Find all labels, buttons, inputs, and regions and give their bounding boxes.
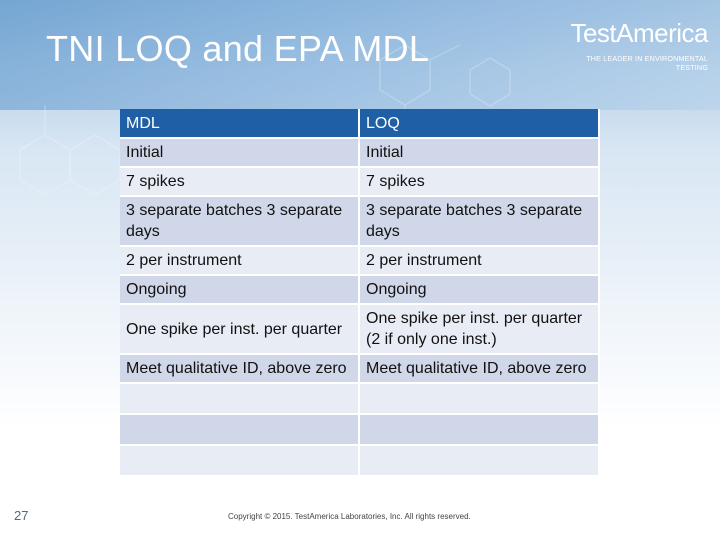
table-cell (120, 446, 360, 477)
table-row: 3 separate batches 3 separate days 3 sep… (120, 197, 600, 247)
table-row (120, 446, 600, 477)
header-mdl: MDL (120, 109, 360, 139)
table-cell: 3 separate batches 3 separate days (120, 197, 360, 247)
copyright-notice: Copyright © 2015. TestAmerica Laboratori… (228, 512, 471, 521)
page-number: 27 (14, 508, 29, 523)
table-cell (120, 384, 360, 415)
table-row (120, 384, 600, 415)
table-cell: Initial (360, 139, 600, 168)
table-cell: Ongoing (120, 276, 360, 305)
table-cell: Initial (120, 139, 360, 168)
slide-title: TNI LOQ and EPA MDL (46, 28, 430, 69)
header-loq: LOQ (360, 109, 600, 139)
table-row: 7 spikes 7 spikes (120, 168, 600, 197)
table-cell: Meet qualitative ID, above zero (360, 355, 600, 384)
table-row: Ongoing Ongoing (120, 276, 600, 305)
table-row: Initial Initial (120, 139, 600, 168)
table-cell: Ongoing (360, 276, 600, 305)
table-cell (360, 415, 600, 446)
table-row: 2 per instrument 2 per instrument (120, 247, 600, 276)
table-row: One spike per inst. per quarter One spik… (120, 305, 600, 355)
logo-name: TestAmerica (570, 18, 708, 48)
table-row (120, 415, 600, 446)
table-cell: One spike per inst. per quarter (120, 305, 360, 355)
table-cell: Meet qualitative ID, above zero (120, 355, 360, 384)
table-cell: 2 per instrument (360, 247, 600, 276)
table-cell (360, 384, 600, 415)
table-row: Meet qualitative ID, above zero Meet qua… (120, 355, 600, 384)
table-cell (120, 415, 360, 446)
table-cell: One spike per inst. per quarter (2 if on… (360, 305, 600, 355)
header-band (0, 0, 720, 110)
table-cell: 7 spikes (120, 168, 360, 197)
comparison-table: MDL LOQ Initial Initial 7 spikes 7 spike… (120, 109, 600, 477)
table-cell: 3 separate batches 3 separate days (360, 197, 600, 247)
table-cell: 2 per instrument (120, 247, 360, 276)
table-header-row: MDL LOQ (120, 109, 600, 139)
company-logo: TestAmerica THE LEADER IN ENVIRONMENTAL … (558, 18, 708, 72)
table-cell: 7 spikes (360, 168, 600, 197)
table-cell (360, 446, 600, 477)
logo-tagline: THE LEADER IN ENVIRONMENTAL TESTING (586, 54, 708, 72)
